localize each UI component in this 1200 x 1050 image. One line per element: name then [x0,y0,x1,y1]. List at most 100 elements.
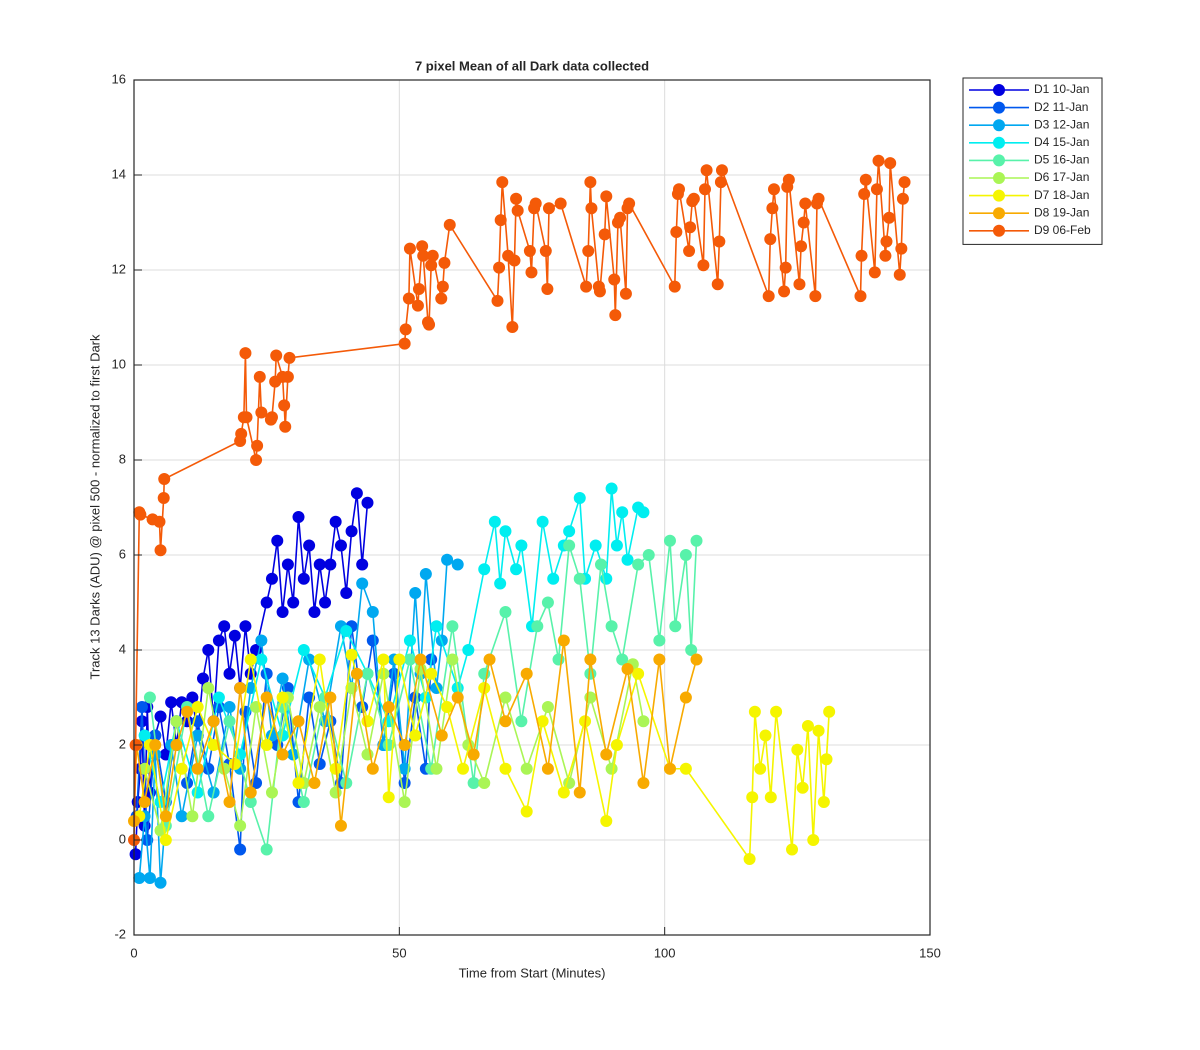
data-point [494,214,507,227]
plot [128,154,911,889]
data-point [240,411,253,424]
data-point [797,216,810,229]
data-point [292,777,305,789]
data-point [361,667,374,680]
data-point [154,710,167,723]
data-point [283,351,296,364]
data-point [154,876,167,889]
data-point [508,254,521,267]
data-point [279,420,292,433]
data-point [539,245,552,257]
data-point [494,577,507,590]
data-point [879,249,892,262]
legend-label: D5 16-Jan [1034,153,1089,167]
legend-label: D9 06-Feb [1034,223,1091,237]
data-point [483,653,496,666]
y-tick-label: 12 [112,261,126,276]
data-point [345,525,358,538]
data-point [235,427,248,440]
data-point [409,587,422,599]
data-point [398,796,411,808]
data-point [598,228,611,241]
data-point [541,596,554,609]
data-point [520,762,533,775]
data-point [672,183,685,196]
data-point [134,508,147,521]
data-point [223,715,236,728]
data-point [202,682,215,694]
data-point [308,606,321,618]
data-point [767,183,780,196]
data-point [491,294,504,307]
data-point [265,411,278,424]
data-point [488,515,501,528]
data-point [202,810,215,823]
data-point [340,587,353,599]
data-point [670,226,683,238]
legend-label: D6 17-Jan [1034,170,1089,184]
data-point [499,606,512,618]
data-point [129,848,142,861]
data-point [398,739,411,751]
data-point [623,197,636,210]
data-point [270,349,283,362]
data-point [457,762,470,775]
data-point [313,558,326,571]
data-point [191,762,204,775]
y-tick-label: 2 [119,736,126,751]
y-axis-label: Track 13 Darks (ADU) @ pixel 500 - norma… [87,334,102,680]
data-point [609,309,622,322]
data-point [493,261,506,274]
data-point [297,572,310,585]
data-point [478,563,491,576]
data-point [382,791,395,804]
data-point [580,280,593,293]
data-point [896,192,909,205]
data-point [350,667,363,680]
data-point [170,715,183,728]
data-point [764,791,777,804]
data-point [159,810,172,823]
data-point [435,729,448,742]
data-point [746,791,759,804]
data-point [425,667,438,680]
data-point [143,872,156,884]
data-point [271,534,284,547]
data-point [399,323,412,336]
data-point [525,266,538,279]
data-point [446,620,459,633]
data-point [743,853,756,865]
data-point [435,292,448,305]
axes-box [133,79,931,936]
data-point [276,691,289,704]
data-point [313,653,326,666]
data-point [212,634,225,647]
data-point [196,672,209,685]
data-point [239,620,252,633]
data-point [361,496,374,509]
y-tick-label: -2 [114,926,126,941]
data-point [855,249,868,262]
data-point [796,781,809,794]
data-point [600,815,613,827]
data-point [764,233,777,246]
data-point [663,762,676,775]
data-point [138,796,151,808]
data-point [402,292,415,305]
data-point [443,218,456,231]
data-point [605,762,618,775]
chart-title: 7 pixel Mean of all Dark data collected [415,58,649,73]
legend-label: D4 15-Jan [1034,135,1089,149]
data-point [683,245,696,257]
data-point [412,283,425,295]
data-point [308,777,321,789]
data-point [303,691,316,704]
legend-marker [993,101,1005,114]
data-point [499,715,512,728]
data-point [637,715,650,728]
legend-marker [993,207,1005,220]
data-point [324,558,337,571]
data-point [700,164,713,177]
data-point [441,701,454,713]
data-point [496,176,509,189]
